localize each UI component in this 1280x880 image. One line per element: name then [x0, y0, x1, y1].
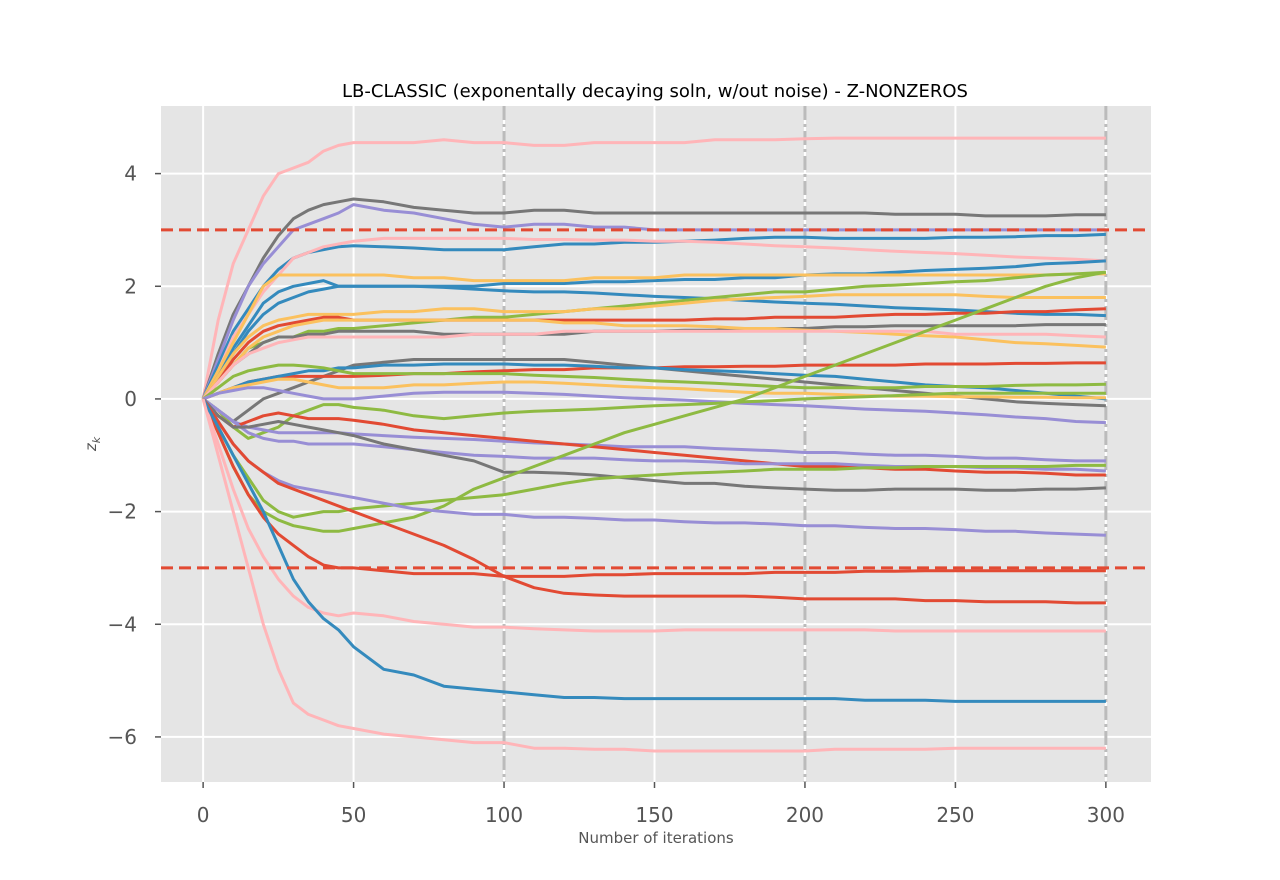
y-tick-label: 4: [124, 162, 137, 186]
x-tick-label: 250: [936, 803, 974, 827]
series-line-29: [201, 398, 1106, 578]
y-tick-label: 2: [124, 274, 137, 298]
y-tick-label: −2: [108, 500, 137, 524]
series-line-18: [202, 363, 1106, 401]
series-line-19: [202, 377, 1106, 401]
series-line-10: [201, 293, 1106, 400]
x-tick-label: 100: [485, 803, 523, 827]
vertical-reference-lines: [502, 106, 1108, 782]
series-line-31: [201, 398, 1106, 633]
series-line-27: [201, 270, 1107, 533]
series-line-23: [201, 397, 1106, 477]
series-line-8: [201, 284, 1106, 400]
series-group: [201, 136, 1107, 753]
series-line-20: [202, 386, 1106, 425]
x-axis-label: Number of iterations: [578, 829, 734, 847]
x-tick-label: 150: [635, 803, 673, 827]
series-line-30: [201, 398, 1106, 605]
series-line-6: [201, 259, 1106, 400]
y-axis-label: zk: [82, 436, 103, 452]
x-tick-label: 300: [1087, 803, 1125, 827]
x-tick-label: 0: [197, 803, 210, 827]
series-line-14: [201, 329, 1106, 400]
series-line-16: [202, 361, 1106, 401]
x-tick-label: 200: [786, 803, 824, 827]
y-tick-label: −6: [108, 725, 137, 749]
series-line-25: [201, 397, 1106, 492]
series-line-11: [201, 307, 1106, 400]
series-line-13: [201, 318, 1106, 400]
y-axis-ticks: −6 −4 −2 0 2 4: [108, 162, 161, 749]
series-line-21: [202, 391, 1106, 440]
series-line-2: [201, 197, 1106, 400]
series-line-1: [201, 136, 1106, 400]
horizontal-reference-lines: [161, 228, 1151, 570]
series-line-26: [201, 398, 1106, 519]
x-axis-ticks: 0 50 100 150 200 250 300: [197, 782, 1125, 827]
y-tick-label: 0: [124, 387, 137, 411]
y-tick-label: −4: [108, 612, 137, 636]
chart-title: LB-CLASSIC (exponentally decaying soln, …: [342, 81, 968, 102]
series-line-32: [201, 398, 1106, 703]
series-line-3: [201, 203, 1106, 400]
series-line-5: [201, 236, 1106, 400]
x-tick-label: 50: [341, 803, 366, 827]
y-axis-label-subscript: k: [90, 436, 103, 443]
series-line-33: [201, 398, 1106, 753]
series-line-28: [201, 398, 1106, 537]
y-axis-label-main: z: [82, 442, 100, 452]
series-line-7: [201, 272, 1106, 400]
